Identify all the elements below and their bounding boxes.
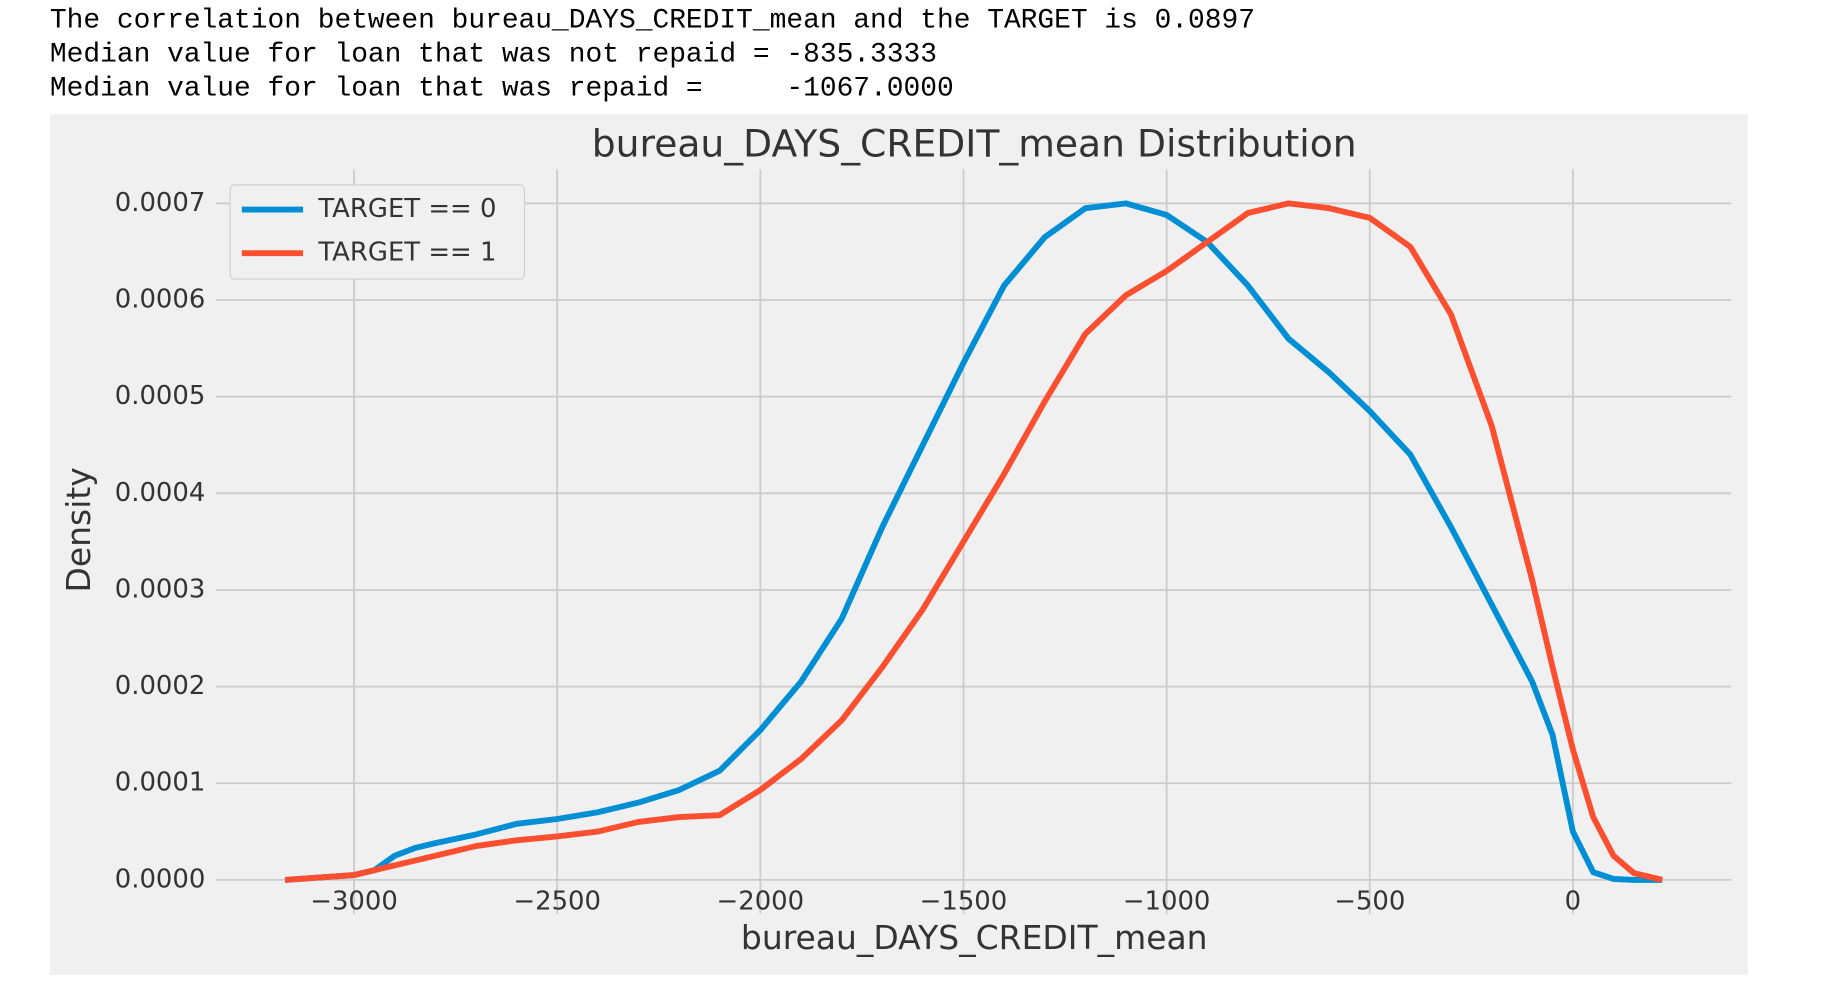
x-tick-label: −1000 <box>1123 886 1211 916</box>
density-line <box>284 200 1663 883</box>
y-tick-label: 0.0000 <box>115 864 206 894</box>
x-tick-label: −500 <box>1334 886 1405 916</box>
output-line: Median value for loan that was repaid = … <box>50 74 954 105</box>
legend-label: TARGET == 1 <box>317 238 496 268</box>
y-tick-label: 0.0003 <box>115 574 206 604</box>
x-tick-label: −2500 <box>513 886 601 916</box>
output-line: The correlation between bureau_DAYS_CRED… <box>50 5 1255 36</box>
x-tick-label: −2000 <box>717 886 805 916</box>
chart-title: bureau_DAYS_CREDIT_mean Distribution <box>592 122 1357 166</box>
legend-label: TARGET == 0 <box>317 194 496 224</box>
y-tick-label: 0.0007 <box>115 188 206 218</box>
y-tick-label: 0.0005 <box>115 381 206 411</box>
output-line: Median value for loan that was not repai… <box>50 40 937 71</box>
legend-box <box>229 184 526 280</box>
y-tick-label: 0.0004 <box>115 478 206 508</box>
y-axis-label: Density <box>59 467 98 592</box>
x-axis-label: bureau_DAYS_CREDIT_mean <box>741 918 1208 957</box>
density-line <box>284 200 1663 883</box>
y-tick-label: 0.0006 <box>115 285 206 315</box>
x-tick-label: −1500 <box>920 886 1008 916</box>
y-tick-label: 0.0001 <box>115 768 206 798</box>
x-tick-label: −3000 <box>310 886 398 916</box>
x-tick-label: 0 <box>1565 886 1581 916</box>
y-tick-label: 0.0002 <box>115 671 206 701</box>
